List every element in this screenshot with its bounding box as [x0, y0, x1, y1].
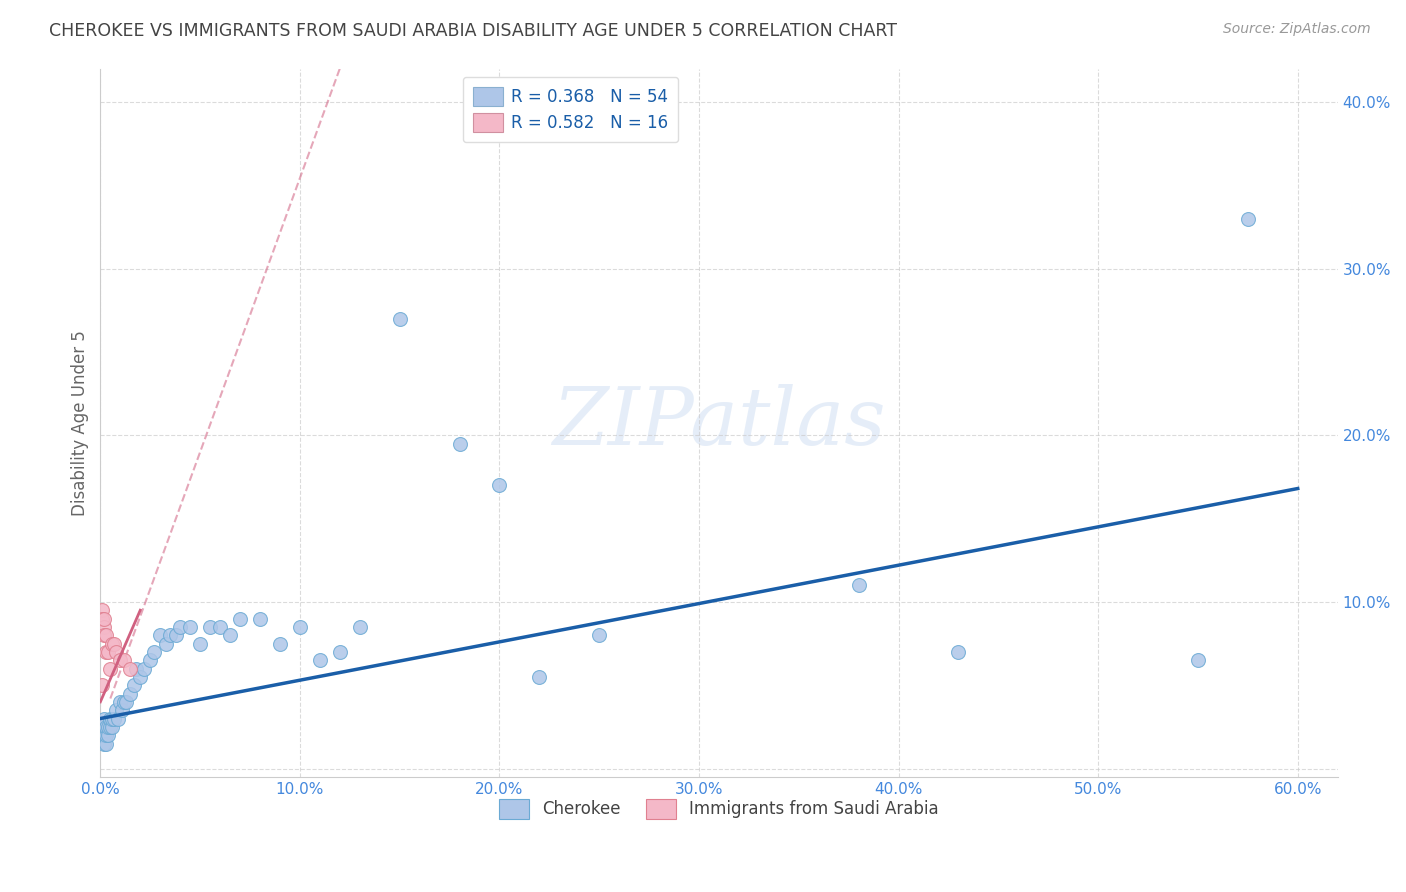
Point: [1237, 211, 1260, 226]
Point: [948, 645, 970, 659]
Point: [288, 620, 311, 634]
Point: [93, 620, 115, 634]
Point: [96, 737, 118, 751]
Point: [96, 728, 118, 742]
Point: [91, 611, 114, 625]
Point: [93, 611, 115, 625]
Point: [101, 636, 124, 650]
Point: [149, 628, 172, 642]
Point: [188, 636, 211, 650]
Point: [110, 695, 132, 709]
Point: [229, 611, 252, 625]
Point: [124, 678, 146, 692]
Point: [1187, 653, 1209, 667]
Point: [112, 695, 135, 709]
Point: [159, 628, 181, 642]
Point: [93, 737, 115, 751]
Point: [97, 645, 120, 659]
Point: [139, 653, 162, 667]
Point: [97, 720, 120, 734]
Point: [96, 720, 118, 734]
Point: [129, 670, 152, 684]
Point: [91, 720, 114, 734]
Point: [449, 436, 471, 450]
Point: [93, 712, 115, 726]
Point: [107, 712, 129, 726]
Point: [155, 636, 177, 650]
Point: [101, 720, 124, 734]
Point: [96, 645, 118, 659]
Point: [93, 628, 115, 642]
Point: [169, 620, 191, 634]
Point: [219, 628, 242, 642]
Point: [588, 628, 610, 642]
Point: [120, 687, 142, 701]
Y-axis label: Disability Age Under 5: Disability Age Under 5: [72, 330, 89, 516]
Point: [91, 728, 114, 742]
Point: [309, 653, 332, 667]
Point: [105, 703, 128, 717]
Point: [101, 712, 124, 726]
Point: [93, 728, 115, 742]
Point: [249, 611, 271, 625]
Point: [91, 603, 114, 617]
Point: [97, 728, 120, 742]
Point: [120, 661, 142, 675]
Point: [198, 620, 221, 634]
Point: [110, 653, 132, 667]
Point: [134, 661, 156, 675]
Point: [112, 653, 135, 667]
Point: [488, 478, 510, 492]
Point: [105, 645, 128, 659]
Point: [111, 703, 134, 717]
Point: [848, 578, 870, 592]
Text: Source: ZipAtlas.com: Source: ZipAtlas.com: [1223, 22, 1371, 37]
Point: [269, 636, 291, 650]
Point: [329, 645, 352, 659]
Point: [103, 712, 125, 726]
Point: [103, 636, 125, 650]
Text: ZIPatlas: ZIPatlas: [553, 384, 886, 461]
Point: [143, 645, 166, 659]
Point: [125, 661, 148, 675]
Point: [165, 628, 187, 642]
Point: [98, 720, 121, 734]
Point: [179, 620, 201, 634]
Legend: Cherokee, Immigrants from Saudi Arabia: Cherokee, Immigrants from Saudi Arabia: [492, 793, 946, 825]
Point: [96, 628, 118, 642]
Point: [388, 311, 411, 326]
Point: [98, 712, 121, 726]
Point: [349, 620, 371, 634]
Point: [115, 695, 138, 709]
Point: [91, 678, 114, 692]
Text: CHEROKEE VS IMMIGRANTS FROM SAUDI ARABIA DISABILITY AGE UNDER 5 CORRELATION CHAR: CHEROKEE VS IMMIGRANTS FROM SAUDI ARABIA…: [49, 22, 897, 40]
Point: [209, 620, 232, 634]
Point: [529, 670, 551, 684]
Point: [98, 661, 121, 675]
